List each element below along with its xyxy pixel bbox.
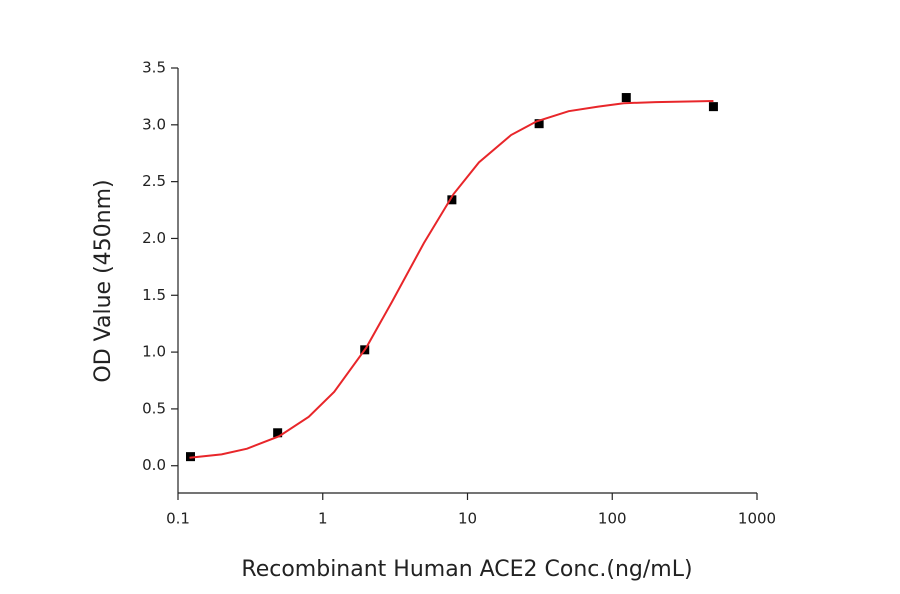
y-tick-label: 0.5 xyxy=(142,399,166,417)
x-tick-label: 1000 xyxy=(738,510,776,528)
y-tick-label: 3.0 xyxy=(142,115,166,133)
data-point xyxy=(621,93,631,103)
x-tick-label: 0.1 xyxy=(166,510,190,528)
y-tick-label: 2.5 xyxy=(142,172,166,190)
x-tick-label: 100 xyxy=(598,510,627,528)
y-tick-label: 1.5 xyxy=(142,286,166,304)
fit-curve xyxy=(189,99,714,459)
data-point xyxy=(534,119,544,129)
y-tick-label: 3.5 xyxy=(142,59,166,77)
data-point xyxy=(186,452,196,462)
y-tick-label: 0.0 xyxy=(142,456,166,474)
y-tick-label: 2.0 xyxy=(142,229,166,247)
x-tick-label: 1 xyxy=(318,510,328,528)
data-point xyxy=(273,428,283,438)
x-tick-label: 10 xyxy=(458,510,477,528)
x-axis-title: Recombinant Human ACE2 Conc.(ng/mL) xyxy=(241,557,692,582)
y-axis-title: OD Value (450nm) xyxy=(91,179,116,382)
y-tick-label: 1.0 xyxy=(142,343,166,361)
data-point xyxy=(447,195,457,205)
data-point xyxy=(708,102,718,112)
